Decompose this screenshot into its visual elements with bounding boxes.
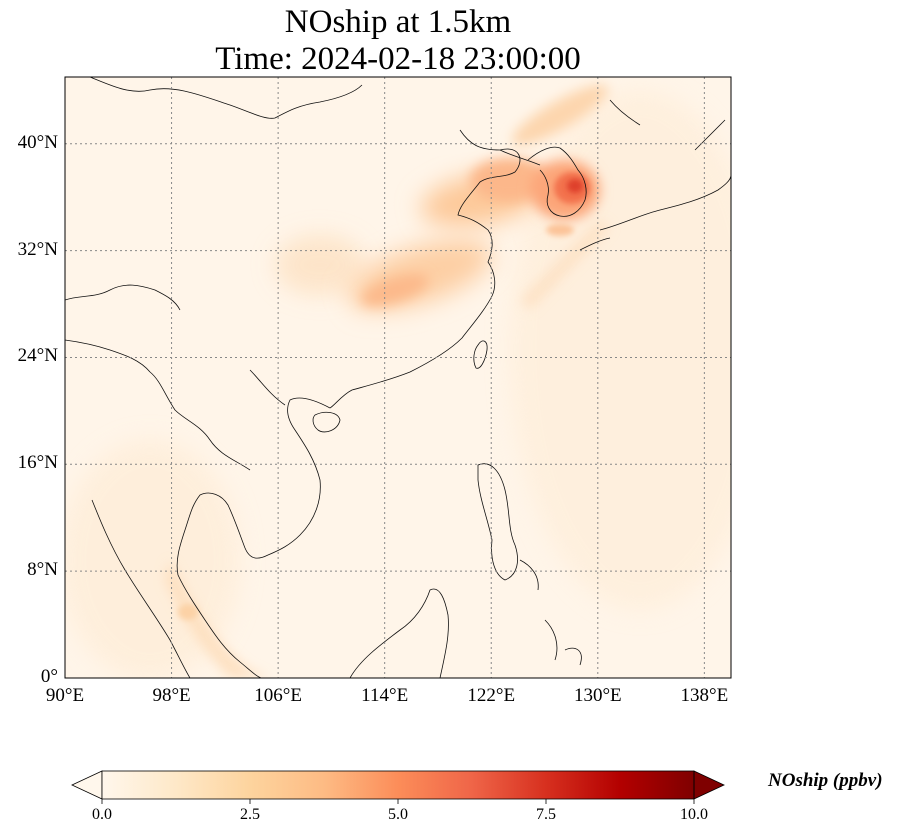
borneo-coastline bbox=[349, 588, 449, 678]
colorbar-gradient bbox=[102, 771, 694, 799]
y-tick-label: 0° bbox=[40, 666, 58, 687]
colorbar-tick-label: 10.0 bbox=[680, 806, 708, 823]
x-tick-label: 122°E bbox=[467, 685, 516, 706]
colorbar-tick-label: 2.5 bbox=[240, 806, 260, 823]
indochina-coastline bbox=[176, 397, 331, 678]
x-tick-label: 98°E bbox=[152, 685, 191, 706]
chart-title: NOship at 1.5km bbox=[284, 4, 512, 40]
taiwan-coastline bbox=[473, 340, 488, 369]
coastlines bbox=[65, 77, 731, 678]
hainan-coastline bbox=[312, 411, 341, 433]
chart-subtitle: Time: 2024-02-18 23:00:00 bbox=[215, 41, 581, 77]
colorbar-tick-label: 5.0 bbox=[388, 806, 408, 823]
colorbar-tick-label: 0.0 bbox=[92, 806, 112, 823]
colorbar-extend-high bbox=[693, 770, 725, 800]
china-coastline bbox=[329, 129, 521, 409]
x-tick-label: 106°E bbox=[254, 685, 302, 706]
x-tick-label: 138°E bbox=[680, 685, 729, 706]
colorbar-label: NOship (ppbv) bbox=[768, 770, 883, 791]
korea-coastline bbox=[527, 146, 587, 217]
colorbar-extend-low bbox=[71, 770, 103, 800]
y-tick-label: 40°N bbox=[17, 131, 58, 153]
y-tick-label: 32°N bbox=[17, 238, 58, 260]
y-tick-label: 24°N bbox=[17, 345, 58, 367]
colorbar-tick-label: 7.5 bbox=[536, 806, 556, 823]
philippines-coastline bbox=[477, 463, 518, 581]
x-tick-label: 114°E bbox=[361, 685, 409, 706]
x-tick-label: 90°E bbox=[45, 685, 85, 706]
colorbar bbox=[71, 770, 725, 804]
x-tick-label: 130°E bbox=[573, 685, 622, 706]
y-tick-label: 16°N bbox=[17, 452, 58, 474]
y-tick-label: 8°N bbox=[27, 559, 58, 581]
plot-frame bbox=[64, 76, 732, 679]
japan-coastline bbox=[599, 174, 731, 231]
